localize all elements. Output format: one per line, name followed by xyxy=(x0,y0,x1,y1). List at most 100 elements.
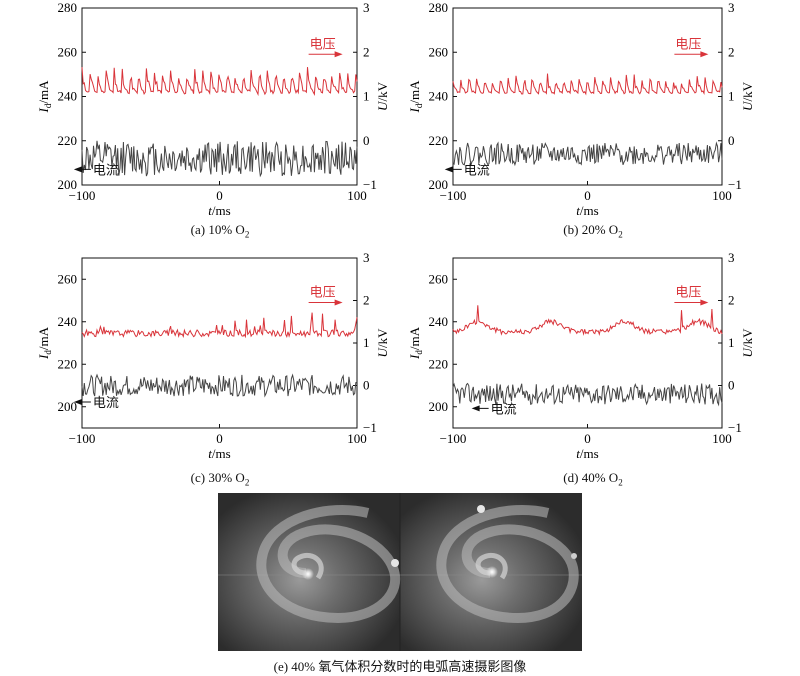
y-tick-label: 260 xyxy=(429,44,449,59)
y2-tick-label: 3 xyxy=(363,0,370,15)
y-tick-label: 220 xyxy=(429,133,449,148)
annotation-arrow-head xyxy=(73,399,82,405)
x-tick-label: 0 xyxy=(584,188,591,203)
x-axis-label: t/ms xyxy=(208,203,230,215)
series-annotation-label: 电流 xyxy=(93,162,119,177)
x-tick-label: −100 xyxy=(440,188,467,203)
x-tick-label: 100 xyxy=(347,188,367,203)
arc-spiral-left xyxy=(256,505,401,624)
x-tick-label: −100 xyxy=(440,431,467,446)
annotation-arrow-head xyxy=(444,166,453,173)
y-tick-label: 200 xyxy=(58,177,78,192)
y2-tick-label: 1 xyxy=(363,89,370,104)
y-tick-label: 240 xyxy=(429,314,449,329)
y2-tick-label: 3 xyxy=(363,250,370,265)
y-tick-label: 200 xyxy=(429,177,449,192)
y-tick-label: 280 xyxy=(429,0,449,15)
arc-spot-left xyxy=(391,559,399,567)
arc-spiral-left-inner xyxy=(291,553,324,580)
caption-d: (d) 40% O2 xyxy=(513,470,673,488)
y2-tick-label: 1 xyxy=(728,335,735,350)
y2-tick-label: 2 xyxy=(363,293,370,308)
y2-axis-label: U/kV xyxy=(740,328,755,358)
caption-a-text: (a) 10% O xyxy=(190,222,245,237)
y2-tick-label: −1 xyxy=(728,177,742,192)
series-line-voltage xyxy=(452,73,723,96)
y2-tick-label: 0 xyxy=(728,378,735,393)
y-tick-label: 240 xyxy=(58,89,78,104)
y2-axis-label: U/kV xyxy=(375,328,390,358)
photo-caption: (e) 40% 氧气体积分数时的电弧高速摄影图像 xyxy=(273,659,527,674)
caption-b-text: (b) 20% O xyxy=(563,222,619,237)
x-tick-label: 0 xyxy=(216,431,223,446)
y-tick-label: 220 xyxy=(429,356,449,371)
series-line-current xyxy=(452,141,723,167)
series-annotation-label: 电压 xyxy=(675,36,701,51)
caption-a-sub: 2 xyxy=(244,229,250,240)
y2-tick-label: −1 xyxy=(363,420,377,435)
series-annotation-label: 电流 xyxy=(491,401,517,416)
arc-spiral-right xyxy=(436,505,579,624)
caption-a: (a) 10% O2 xyxy=(140,222,300,240)
y-axis-label: Id/mA xyxy=(36,326,53,360)
y2-tick-label: 2 xyxy=(728,44,735,59)
caption-b-sub: 2 xyxy=(618,229,623,240)
caption-d-text: (d) 40% O xyxy=(563,470,619,485)
annotation-arrow-head xyxy=(334,299,343,306)
annotation-arrow-head xyxy=(700,51,709,58)
x-tick-label: −100 xyxy=(69,431,96,446)
y2-tick-label: 0 xyxy=(363,378,370,393)
y2-tick-label: 1 xyxy=(728,89,735,104)
y2-tick-label: 2 xyxy=(728,293,735,308)
x-tick-label: 0 xyxy=(584,431,591,446)
series-line-current xyxy=(81,373,358,398)
caption-c-sub: 2 xyxy=(244,477,250,488)
chart-panel-b: −100 0 100 200 220 240 260 280 −1 0 1 2 3 t/ms Id/mA U/… xyxy=(407,0,755,215)
x-axis-label: t/ms xyxy=(576,203,598,215)
y-axis-label: Id/mA xyxy=(36,80,53,114)
arc-spot-right xyxy=(477,505,485,513)
x-tick-label: −100 xyxy=(69,188,96,203)
y-tick-label: 260 xyxy=(58,44,78,59)
caption-c-text: (c) 30% O xyxy=(190,470,245,485)
arc-core-left xyxy=(302,568,314,580)
annotation-arrow-head xyxy=(471,405,480,412)
arc-high-speed-photo xyxy=(218,493,582,651)
y2-tick-label: 3 xyxy=(728,0,735,15)
x-tick-label: 100 xyxy=(347,431,367,446)
annotation-arrow-head xyxy=(700,299,709,306)
series-line-current xyxy=(81,140,358,178)
x-axis-label: t/ms xyxy=(208,446,230,460)
y-tick-label: 220 xyxy=(58,133,78,148)
series-annotation-label: 电压 xyxy=(675,285,701,300)
y2-tick-label: 0 xyxy=(728,133,735,148)
y2-tick-label: 3 xyxy=(728,250,735,265)
annotation-arrow-head xyxy=(73,166,82,173)
caption-b: (b) 20% O2 xyxy=(513,222,673,240)
series-annotation-label: 电压 xyxy=(310,36,336,51)
y2-axis-label: U/kV xyxy=(740,81,755,111)
y2-tick-label: −1 xyxy=(363,177,377,192)
y-tick-label: 200 xyxy=(58,399,78,414)
arc-spiral-right-inner xyxy=(475,553,508,580)
chart-panel-a: −100 0 100 200 220 240 260 280 −1 0 1 2 3 t/ms Id/mA U/… xyxy=(36,0,390,215)
x-tick-label: 0 xyxy=(216,188,223,203)
y-tick-label: 240 xyxy=(429,89,449,104)
y2-tick-label: 2 xyxy=(363,44,370,59)
x-tick-label: 100 xyxy=(712,431,732,446)
y-tick-label: 200 xyxy=(429,399,449,414)
y-tick-label: 260 xyxy=(429,271,449,286)
y-tick-label: 240 xyxy=(58,314,78,329)
annotation-arrow-head xyxy=(334,51,343,58)
series-line-current xyxy=(452,382,723,407)
chart-panel-d: −100 0 100 200 220 240 260 −1 0 1 2 3 t/ms Id/mA U/kV 电… xyxy=(407,250,755,460)
chart-panel-c: −100 0 100 200 220 240 260 −1 0 1 2 3 t/ms Id/mA U/kV 电… xyxy=(36,250,390,460)
caption-d-sub: 2 xyxy=(618,477,623,488)
series-annotation-label: 电流 xyxy=(93,395,119,410)
arc-spot-right-edge xyxy=(571,553,577,559)
y-axis-label: Id/mA xyxy=(407,80,424,114)
series-annotation-label: 电流 xyxy=(464,162,490,177)
y2-tick-label: 0 xyxy=(363,133,370,148)
y-tick-label: 260 xyxy=(58,271,78,286)
series-line-voltage xyxy=(81,312,358,339)
